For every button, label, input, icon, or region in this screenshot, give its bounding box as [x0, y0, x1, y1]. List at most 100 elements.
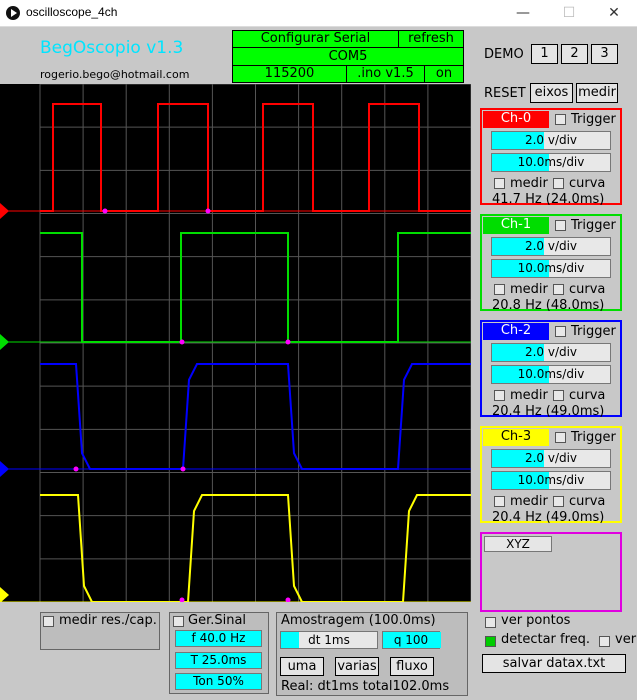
channel-3-panel: Ch-3 Trigger 2.0 v/div 10.0ms/div medir …	[480, 426, 622, 525]
sample-many-button[interactable]: varias	[335, 657, 379, 676]
gen-frequency-field[interactable]: f 40.0 Hz	[175, 630, 262, 647]
channel-1-trigger-checkbox[interactable]	[555, 220, 566, 231]
serial-port-selector[interactable]: COM5	[232, 47, 464, 66]
measure-point	[180, 466, 186, 472]
save-data-button[interactable]: salvar datax.txt	[482, 654, 626, 673]
channel-2-panel: Ch-2 Trigger 2.0 v/div 10.0ms/div medir …	[480, 320, 622, 419]
sample-once-button[interactable]: uma	[280, 657, 324, 676]
channel-2-trace	[40, 363, 471, 470]
grid	[39, 84, 471, 602]
ver-pontos-label: ver pontos	[501, 613, 571, 628]
window-title-bar: oscilloscope_4ch — ☐ ✕	[0, 0, 637, 27]
sampling-q-slider[interactable]: q 100	[382, 631, 441, 649]
sampling-box: Amostragem (100.0ms) dt 1ms q 100 uma va…	[276, 612, 468, 696]
channel-2-marker	[0, 461, 9, 477]
medir-reset-button[interactable]: medir	[576, 83, 618, 103]
sampling-title: Amostragem (100.0ms)	[281, 613, 436, 628]
channel-1-curva-checkbox[interactable]	[553, 284, 564, 295]
maximize-button[interactable]: ☐	[562, 5, 576, 21]
channel-3-vdiv-slider[interactable]: 2.0 v/div	[491, 449, 611, 468]
channel-3-medir-checkbox[interactable]	[494, 496, 505, 507]
channel-1-tag[interactable]: Ch-1	[483, 217, 549, 234]
curva-label: curva	[569, 282, 606, 297]
connect-toggle[interactable]: on	[424, 65, 464, 83]
trigger-label: Trigger	[571, 324, 616, 339]
minimize-button[interactable]: —	[516, 5, 530, 21]
channel-2-trigger-checkbox[interactable]	[555, 326, 566, 337]
serial-panel: Configurar Serial refresh COM5 115200 .i…	[232, 30, 464, 83]
measure-rescap-label: medir res./cap.	[59, 613, 157, 628]
sample-stream-button[interactable]: fluxo	[390, 657, 434, 676]
configure-serial-button[interactable]: Configurar Serial	[232, 30, 399, 48]
channel-2-vdiv-slider[interactable]: 2.0 v/div	[491, 343, 611, 362]
measure-rescap-checkbox[interactable]	[43, 616, 54, 627]
channel-2-tag[interactable]: Ch-2	[483, 323, 549, 340]
reset-label: RESET	[484, 86, 526, 101]
channel-1-tdiv-slider[interactable]: 10.0ms/div	[491, 259, 611, 278]
refresh-button[interactable]: refresh	[398, 30, 464, 48]
channel-3-frequency: 20.4 Hz (49.0ms)	[492, 510, 605, 525]
close-button[interactable]: ✕	[608, 5, 620, 21]
channel-3-marker	[0, 587, 9, 602]
window-title: oscilloscope_4ch	[26, 5, 118, 19]
trigger-label: Trigger	[571, 112, 616, 127]
trigger-label: Trigger	[571, 218, 616, 233]
eixos-button[interactable]: eixos	[530, 83, 573, 103]
app-title: BegOscopio v1.3	[40, 38, 184, 58]
trigger-label: Trigger	[571, 430, 616, 445]
demo-1-button[interactable]: 1	[531, 44, 558, 64]
channel-0-tag[interactable]: Ch-0	[483, 111, 549, 128]
measure-point	[73, 466, 79, 472]
signal-generator-checkbox[interactable]	[173, 616, 184, 627]
channel-2-curva-checkbox[interactable]	[553, 390, 564, 401]
measure-point	[179, 339, 185, 345]
channel-1-frequency: 20.8 Hz (48.0ms)	[492, 298, 605, 313]
ver-label: ver	[615, 632, 637, 647]
measure-rescap-box: medir res./cap.	[40, 612, 160, 650]
gen-period-field[interactable]: T 25.0ms	[175, 652, 262, 669]
channel-0-vdiv-slider[interactable]: 2.0 v/div	[491, 131, 611, 150]
demo-label: DEMO	[484, 47, 524, 62]
detectar-freq-label: detectar freq.	[501, 632, 591, 647]
ver-pontos-checkbox[interactable]	[485, 617, 496, 628]
channel-1-trace	[40, 232, 471, 343]
medir-label: medir	[510, 282, 548, 297]
demo-2-button[interactable]: 2	[561, 44, 588, 64]
gen-ton-field[interactable]: Ton 50%	[175, 673, 262, 690]
channel-0-curva-checkbox[interactable]	[553, 178, 564, 189]
channel-3-trigger-checkbox[interactable]	[555, 432, 566, 443]
xyz-button[interactable]: XYZ	[484, 536, 552, 552]
signal-generator-box: Ger.Sinal f 40.0 Hz T 25.0ms Ton 50%	[169, 612, 269, 694]
baud-rate-selector[interactable]: 115200	[232, 65, 347, 83]
channel-0-tdiv-slider[interactable]: 10.0ms/div	[491, 153, 611, 172]
demo-3-button[interactable]: 3	[591, 44, 618, 64]
measure-point	[179, 597, 185, 602]
app-canvas: BegOscopio v1.3 rogerio.bego@hotmail.com…	[0, 27, 637, 700]
channel-0-medir-checkbox[interactable]	[494, 178, 505, 189]
channel-1-marker	[0, 334, 9, 350]
channel-0-trigger-checkbox[interactable]	[555, 114, 566, 125]
ino-version-label: .ino v1.5	[346, 65, 425, 83]
channel-3-trace	[40, 494, 471, 602]
measure-point	[205, 208, 211, 214]
sampling-dt-slider[interactable]: dt 1ms	[280, 631, 378, 649]
channel-2-tdiv-slider[interactable]: 10.0ms/div	[491, 365, 611, 384]
author-email: rogerio.bego@hotmail.com	[40, 68, 190, 81]
channel-3-tag[interactable]: Ch-3	[483, 429, 549, 446]
channel-2-medir-checkbox[interactable]	[494, 390, 505, 401]
measure-point	[285, 597, 291, 602]
curva-label: curva	[569, 388, 606, 403]
channel-2-frequency: 20.4 Hz (49.0ms)	[492, 404, 605, 419]
ver-checkbox[interactable]	[599, 636, 610, 647]
oscilloscope-screen[interactable]	[0, 84, 471, 602]
detectar-freq-checkbox[interactable]	[485, 636, 496, 647]
channel-1-panel: Ch-1 Trigger 2.0 v/div 10.0ms/div medir …	[480, 214, 622, 313]
signal-generator-label: Ger.Sinal	[188, 613, 247, 628]
channel-3-curva-checkbox[interactable]	[553, 496, 564, 507]
medir-label: medir	[510, 176, 548, 191]
channel-1-vdiv-slider[interactable]: 2.0 v/div	[491, 237, 611, 256]
channel-1-medir-checkbox[interactable]	[494, 284, 505, 295]
channel-3-tdiv-slider[interactable]: 10.0ms/div	[491, 471, 611, 490]
xyz-panel: XYZ	[480, 532, 622, 612]
processing-app-icon	[6, 6, 20, 20]
